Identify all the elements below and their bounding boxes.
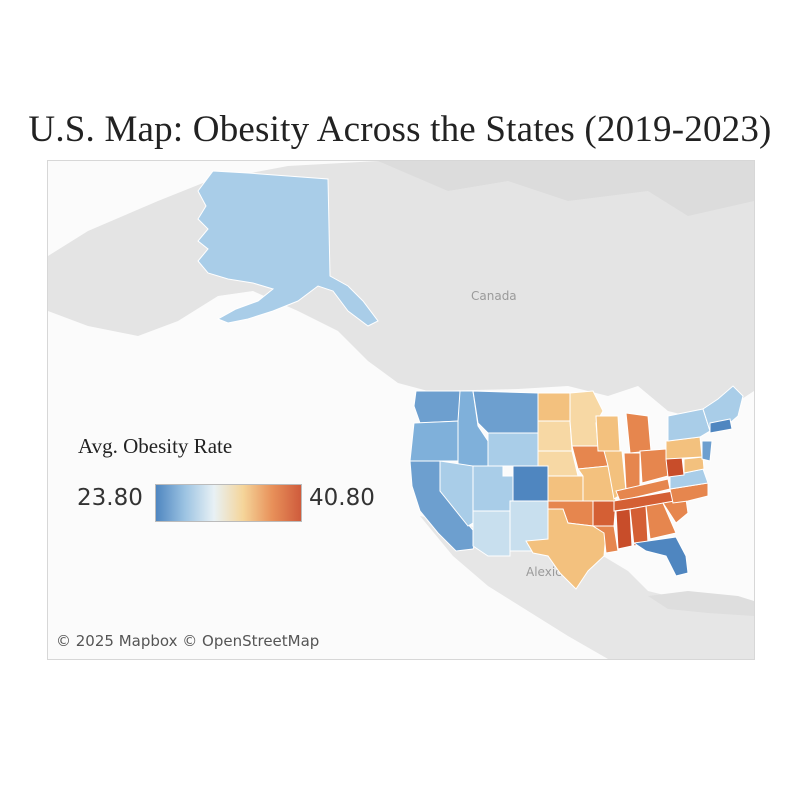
state-wyoming[interactable] xyxy=(487,432,539,467)
state-arkansas[interactable] xyxy=(592,500,617,527)
state-montana[interactable] xyxy=(472,390,539,434)
canada-landmass xyxy=(48,161,754,421)
state-washington[interactable] xyxy=(413,390,461,424)
state-new-york[interactable] xyxy=(667,408,711,442)
map-svg[interactable]: Canada Alexico xyxy=(48,161,754,659)
legend-min-value: 23.80 xyxy=(77,485,143,511)
state-oregon[interactable] xyxy=(409,420,461,462)
state-colorado[interactable] xyxy=(512,465,549,502)
state-north-dakota[interactable] xyxy=(537,392,571,422)
state-louisiana[interactable] xyxy=(591,525,619,554)
state-utah[interactable] xyxy=(472,465,514,512)
legend-title: Avg. Obesity Rate xyxy=(78,434,233,458)
state-florida[interactable] xyxy=(632,536,689,577)
basemap-land: Canada Alexico xyxy=(48,161,754,659)
state-massachusetts[interactable] xyxy=(709,418,733,434)
state-wisconsin[interactable] xyxy=(595,415,621,452)
canada-label: Canada xyxy=(471,289,517,303)
state-alaska[interactable] xyxy=(197,170,379,327)
state-mississippi[interactable] xyxy=(615,508,633,550)
state-nevada[interactable] xyxy=(439,460,474,527)
state-south-dakota[interactable] xyxy=(537,420,573,452)
state-georgia[interactable] xyxy=(645,502,677,540)
state-new-jersey[interactable] xyxy=(701,440,713,462)
legend-color-scale xyxy=(155,484,302,522)
map-canvas[interactable]: Canada Alexico xyxy=(47,160,755,660)
state-kansas[interactable] xyxy=(547,475,584,502)
state-alabama[interactable] xyxy=(629,505,649,547)
state-indiana[interactable] xyxy=(623,452,641,490)
arctic-islands xyxy=(378,161,754,216)
state-texas[interactable] xyxy=(525,508,607,590)
state-west-virginia[interactable] xyxy=(665,456,685,478)
state-maryland[interactable] xyxy=(683,456,705,474)
caribbean-islands xyxy=(648,591,754,616)
legend-max-value: 40.80 xyxy=(309,485,375,511)
map-title: U.S. Map: Obesity Across the States (201… xyxy=(28,109,772,150)
map-attribution[interactable]: © 2025 Mapbox © OpenStreetMap xyxy=(56,632,320,650)
state-ohio[interactable] xyxy=(639,448,669,484)
state-arizona[interactable] xyxy=(472,510,511,557)
contiguous-states xyxy=(409,385,744,590)
state-michigan[interactable] xyxy=(625,412,652,454)
